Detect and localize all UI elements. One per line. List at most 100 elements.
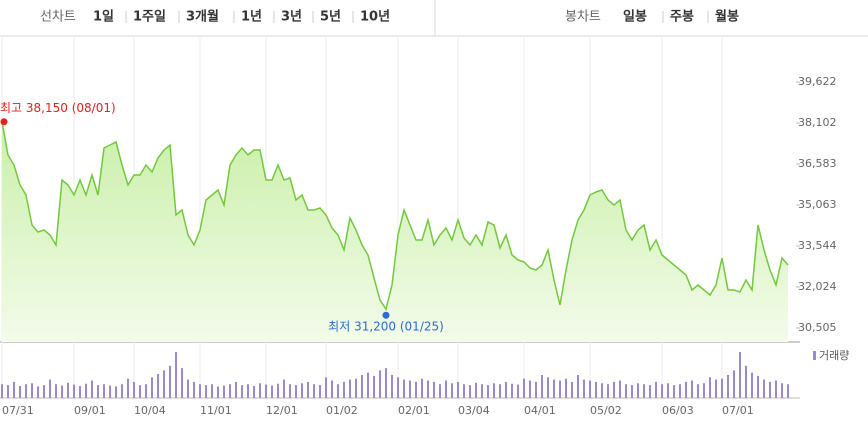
volume-bar	[715, 379, 717, 398]
volume-bar	[157, 374, 159, 398]
volume-bar	[727, 375, 729, 398]
price-line	[1, 121, 789, 312]
volume-bar	[685, 381, 687, 398]
volume-bar	[709, 377, 711, 398]
period-tab[interactable]: 1일	[93, 10, 114, 25]
volume-bar	[499, 384, 501, 398]
volume-bar	[457, 381, 459, 398]
period-tab[interactable]: 5년	[320, 10, 341, 25]
period-tab[interactable]: 3년	[281, 10, 302, 25]
volume-bar	[625, 384, 627, 398]
x-tick-label: 05/02	[590, 404, 622, 417]
volume-bar	[757, 375, 759, 398]
volume-bar	[517, 384, 519, 398]
volume-bar	[649, 385, 651, 398]
volume-bar	[391, 375, 393, 398]
x-tick-label: 10/04	[134, 404, 166, 417]
tab-bar	[0, 0, 868, 36]
volume-bar	[487, 385, 489, 398]
volume-bar	[577, 375, 579, 398]
volume-bar	[721, 378, 723, 398]
volume-bar	[253, 386, 255, 398]
volume-bar	[163, 370, 165, 398]
y-tick-label: 39,622	[798, 75, 837, 88]
volume-bar	[781, 383, 783, 398]
volume-bar	[439, 384, 441, 398]
volume-bar	[73, 384, 75, 398]
line-chart-label: 선차트	[40, 10, 76, 25]
volume-legend: 거래량	[819, 349, 849, 362]
y-tick-label: 35,063	[798, 198, 837, 211]
x-tick-label: 12/01	[266, 404, 298, 417]
high-label: 최고 38,150 (08/01)	[0, 101, 116, 115]
volume-bar	[13, 381, 15, 398]
candle-tab[interactable]: 일봉	[623, 10, 647, 25]
volume-bar	[97, 385, 99, 398]
volume-bar	[259, 383, 261, 398]
x-tick-label: 07/31	[2, 404, 34, 417]
volume-bar	[619, 380, 621, 398]
volume-bar	[775, 380, 777, 398]
volume-bar	[115, 386, 117, 398]
period-tab[interactable]: 1주일	[133, 10, 166, 25]
volume-bar	[217, 386, 219, 398]
volume-bar	[295, 385, 297, 398]
volume-bar	[37, 386, 39, 398]
volume-bar	[61, 385, 63, 398]
period-tab[interactable]: 10년	[360, 10, 390, 25]
volume-bar	[223, 385, 225, 398]
volume-bar	[553, 379, 555, 398]
volume-bar	[361, 375, 363, 398]
volume-bar	[181, 368, 183, 398]
volume-bar	[55, 384, 57, 398]
volume-bar	[541, 375, 543, 398]
volume-bar	[505, 381, 507, 398]
volume-bar	[31, 383, 33, 398]
volume-bar	[277, 383, 279, 398]
volume-bar	[547, 377, 549, 398]
volume-bar	[319, 385, 321, 398]
volume-bar	[331, 380, 333, 398]
volume-bar	[283, 379, 285, 398]
volume-bar	[469, 385, 471, 398]
volume-bar	[145, 384, 147, 398]
volume-bar	[403, 379, 405, 398]
volume-bar	[343, 381, 345, 398]
low-point	[382, 311, 390, 319]
volume-bar	[529, 380, 531, 398]
x-tick-label: 07/01	[722, 404, 754, 417]
period-tab[interactable]: 1년	[241, 10, 262, 25]
volume-legend-swatch	[813, 351, 816, 360]
volume-bar	[763, 379, 765, 398]
volume-bar	[667, 383, 669, 398]
volume-bar	[661, 384, 663, 398]
volume-bar	[451, 383, 453, 398]
x-tick-label: 03/04	[458, 404, 490, 417]
volume-bar	[247, 384, 249, 398]
y-tick-label: 30,505	[798, 321, 837, 334]
volume-bar	[133, 381, 135, 398]
volume-bar	[367, 372, 369, 398]
volume-bar	[475, 382, 477, 398]
volume-bar	[7, 385, 9, 398]
volume-bar	[139, 385, 141, 398]
volume-bar	[19, 386, 21, 398]
price-area	[2, 121, 788, 342]
volume-bar	[427, 380, 429, 398]
period-tab[interactable]: 3개월	[186, 9, 219, 25]
volume-bar	[325, 377, 327, 398]
x-tick-label: 04/01	[524, 404, 556, 417]
candle-tab[interactable]: 주봉	[670, 10, 694, 25]
volume-bar	[637, 383, 639, 398]
x-tick-label: 06/03	[662, 404, 694, 417]
volume-bar	[595, 381, 597, 398]
volume-bar	[493, 383, 495, 398]
volume-bar	[511, 383, 513, 398]
volume-bar	[415, 381, 417, 398]
volume-bar	[397, 377, 399, 398]
x-tick-label: 11/01	[200, 404, 232, 417]
volume-bar	[643, 384, 645, 398]
candle-tab[interactable]: 월봉	[715, 9, 739, 25]
volume-bar	[373, 375, 375, 398]
